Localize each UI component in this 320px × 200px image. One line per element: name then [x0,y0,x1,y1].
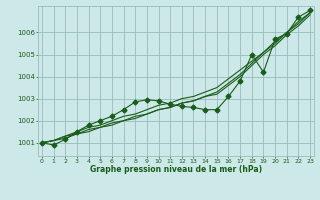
X-axis label: Graphe pression niveau de la mer (hPa): Graphe pression niveau de la mer (hPa) [90,165,262,174]
